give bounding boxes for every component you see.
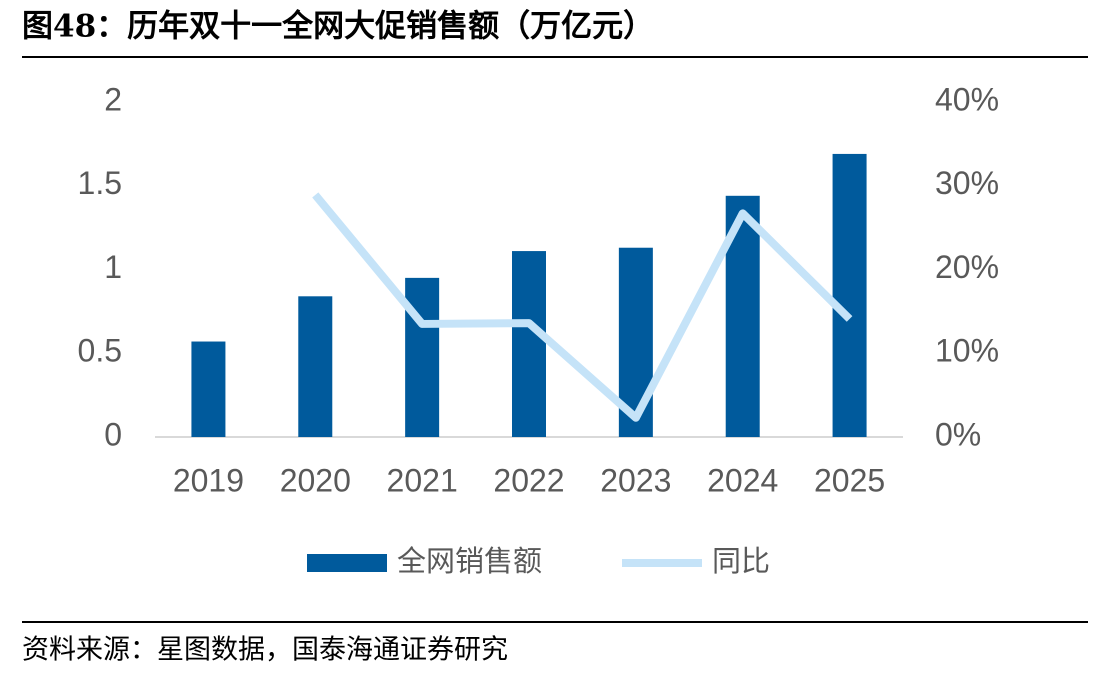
bar <box>298 296 333 437</box>
x-tick-label: 2020 <box>280 462 351 498</box>
bar <box>832 153 867 438</box>
bar <box>405 277 440 437</box>
y2-tick-label: 30% <box>935 165 999 201</box>
line <box>312 192 853 422</box>
x-tick-label: 2022 <box>493 462 564 498</box>
bar <box>191 341 226 437</box>
y2-tick-label: 10% <box>935 333 999 369</box>
chart-title: 图48：历年双十一全网大促销售额（万亿元） <box>22 9 654 45</box>
x-tick-label: 2019 <box>173 462 244 498</box>
y2-tick-label: 0% <box>935 416 981 452</box>
y-tick-label: 2 <box>104 81 122 117</box>
y-tick-label: 1 <box>104 249 122 285</box>
y-tick-label: 0 <box>104 416 122 452</box>
y-tick-label: 1.5 <box>78 165 122 201</box>
legend-swatch <box>307 554 387 572</box>
x-tick-label: 2023 <box>600 462 671 498</box>
y2-tick-label: 40% <box>935 81 999 117</box>
legend-label: 同比 <box>712 544 770 578</box>
bar <box>512 251 546 437</box>
x-tick-label: 2021 <box>387 462 458 498</box>
x-tick-label: 2025 <box>814 462 885 498</box>
y2-tick-label: 20% <box>935 249 999 285</box>
legend-label: 全网销售额 <box>397 544 542 578</box>
y-tick-label: 0.5 <box>78 333 122 369</box>
source-note: 资料来源：星图数据，国泰海通证券研究 <box>22 635 508 666</box>
x-tick-label: 2024 <box>707 462 778 498</box>
